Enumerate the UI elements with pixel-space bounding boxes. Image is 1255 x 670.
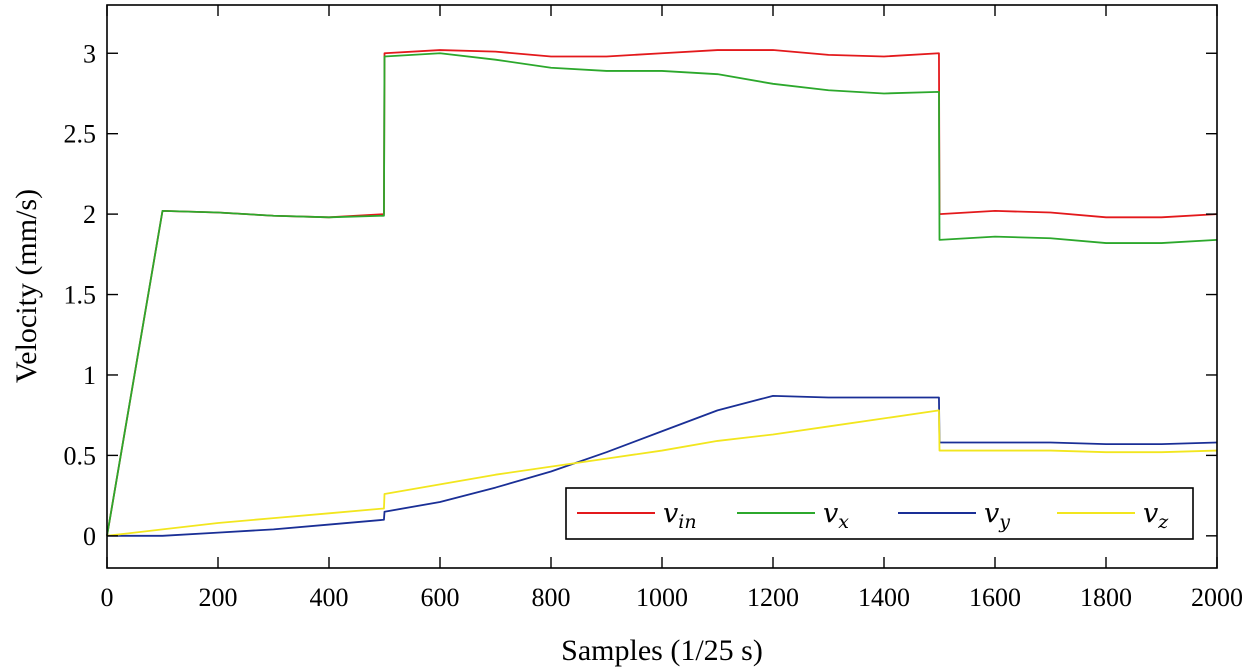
legend-label: vy	[984, 498, 1010, 533]
axis-tick-labels: 0 200 400 600 800 1000 1200 1400 1600 1800 2000 0 0.…	[64, 39, 1244, 612]
x-tick-label: 1600	[969, 583, 1021, 612]
legend-label: vin	[663, 498, 697, 533]
legend-entry-v-z: vz	[1057, 498, 1169, 533]
y-tick-label: 1.5	[64, 281, 97, 310]
legend-entry-v-in: vin	[577, 498, 697, 533]
plot-lines	[106, 49, 1218, 537]
y-tick-label: 0.5	[64, 441, 97, 470]
x-tick-label: 800	[532, 583, 571, 612]
y-tick-label: 0	[83, 522, 96, 551]
y-tick-label: 2	[83, 200, 96, 229]
axis-ticks	[106, 5, 1218, 568]
y-tick-label: 2.5	[64, 120, 97, 149]
x-tick-label: 2000	[1191, 583, 1243, 612]
series-line-v-in	[106, 49, 1218, 536]
x-tick-label: 1000	[636, 583, 688, 612]
series-line-v-x	[106, 52, 1218, 536]
x-axis-title: Samples (1/25 s)	[561, 634, 763, 667]
plot-frame	[106, 4, 1218, 569]
series-line-v-y	[107, 394, 1218, 537]
legend-label: vx	[823, 498, 849, 533]
legend-entry-v-x: vx	[737, 498, 849, 533]
y-axis-title: Velocity (mm/s)	[10, 189, 43, 383]
x-tick-label: 600	[421, 583, 460, 612]
y-tick-label: 3	[83, 39, 96, 68]
x-tick-label: 1200	[747, 583, 799, 612]
x-tick-label: 1400	[858, 583, 910, 612]
x-tick-label: 200	[199, 583, 238, 612]
legend-entry-v-y: vy	[898, 498, 1010, 533]
legend: vin vx vy vz	[565, 487, 1194, 540]
x-tick-label: 400	[310, 583, 349, 612]
x-tick-label: 0	[101, 583, 114, 612]
legend-label: vz	[1143, 498, 1169, 533]
y-tick-label: 1	[83, 361, 96, 390]
series-line-v-z	[106, 409, 1218, 537]
x-tick-label: 1800	[1080, 583, 1132, 612]
